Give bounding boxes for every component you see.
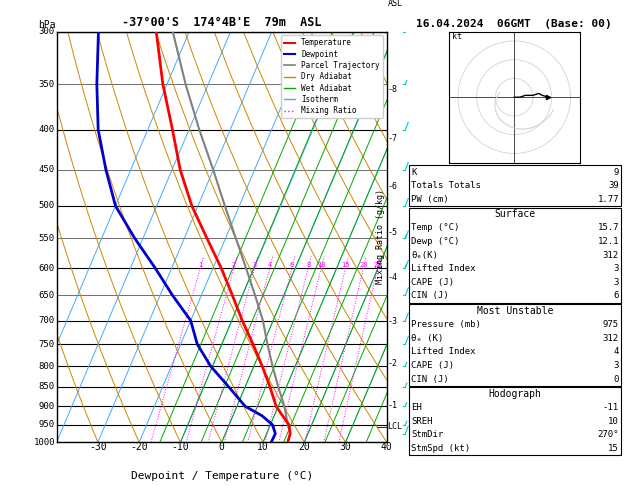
Text: Lifted Index: Lifted Index (411, 264, 476, 273)
Text: 3: 3 (613, 361, 619, 370)
Text: 950: 950 (39, 420, 55, 429)
Text: 16.04.2024  06GMT  (Base: 00): 16.04.2024 06GMT (Base: 00) (416, 19, 612, 29)
Text: 975: 975 (603, 320, 619, 329)
Text: CAPE (J): CAPE (J) (411, 278, 454, 287)
Text: -30: -30 (89, 442, 107, 452)
Text: 3: 3 (613, 278, 619, 287)
Text: 3: 3 (613, 264, 619, 273)
Text: Dewp (°C): Dewp (°C) (411, 237, 460, 246)
Text: 0: 0 (219, 442, 225, 452)
Text: -3: -3 (387, 316, 398, 326)
Text: SREH: SREH (411, 417, 433, 426)
Text: 30: 30 (340, 442, 352, 452)
Text: -37°00'S  174°4B'E  79m  ASL: -37°00'S 174°4B'E 79m ASL (122, 16, 321, 29)
Text: 9: 9 (613, 168, 619, 176)
Text: 350: 350 (39, 80, 55, 88)
Text: K: K (411, 168, 417, 176)
Text: -6: -6 (387, 182, 398, 191)
Text: 4: 4 (267, 262, 272, 268)
Text: km
ASL: km ASL (387, 0, 403, 8)
Text: θₑ (K): θₑ (K) (411, 334, 443, 343)
Text: Surface: Surface (494, 209, 536, 219)
Text: hPa: hPa (38, 20, 56, 30)
Text: -20: -20 (130, 442, 148, 452)
Text: Pressure (mb): Pressure (mb) (411, 320, 481, 329)
Text: -10: -10 (172, 442, 189, 452)
Text: Hodograph: Hodograph (489, 389, 542, 399)
Text: Totals Totals: Totals Totals (411, 181, 481, 190)
Text: -5: -5 (387, 228, 398, 237)
Text: 300: 300 (39, 27, 55, 36)
Text: -11: -11 (603, 403, 619, 412)
Text: 25: 25 (373, 262, 382, 268)
Text: 550: 550 (39, 234, 55, 243)
Text: 270°: 270° (598, 431, 619, 439)
Text: 20: 20 (359, 262, 368, 268)
Text: StmSpd (kt): StmSpd (kt) (411, 444, 470, 453)
Text: 1.77: 1.77 (598, 195, 619, 204)
Text: kt: kt (452, 32, 462, 41)
Text: -2: -2 (387, 360, 398, 368)
Text: 4: 4 (613, 347, 619, 356)
Text: 39: 39 (608, 181, 619, 190)
Text: 3: 3 (252, 262, 257, 268)
Text: Most Unstable: Most Unstable (477, 306, 554, 316)
Text: 700: 700 (39, 316, 55, 325)
Text: 6: 6 (290, 262, 294, 268)
Text: 10: 10 (317, 262, 325, 268)
Text: 40: 40 (381, 442, 392, 452)
Text: 650: 650 (39, 291, 55, 300)
Text: EH: EH (411, 403, 422, 412)
Text: -7: -7 (387, 134, 398, 143)
Text: -1: -1 (387, 401, 398, 410)
Text: 800: 800 (39, 362, 55, 371)
Text: Temp (°C): Temp (°C) (411, 224, 460, 232)
Text: -8: -8 (387, 86, 398, 94)
Text: 10: 10 (608, 417, 619, 426)
Text: 20: 20 (298, 442, 310, 452)
Text: Dewpoint / Temperature (°C): Dewpoint / Temperature (°C) (131, 471, 313, 482)
Text: 1000: 1000 (33, 438, 55, 447)
Text: 312: 312 (603, 251, 619, 260)
Text: © weatheronline.co.uk: © weatheronline.co.uk (458, 445, 571, 454)
Text: 2: 2 (231, 262, 236, 268)
Text: 500: 500 (39, 201, 55, 210)
Text: 400: 400 (39, 125, 55, 134)
Text: CIN (J): CIN (J) (411, 292, 449, 300)
Text: StmDir: StmDir (411, 431, 443, 439)
Text: 600: 600 (39, 263, 55, 273)
Text: 900: 900 (39, 402, 55, 411)
Text: 1: 1 (198, 262, 203, 268)
Text: 0: 0 (613, 375, 619, 383)
Text: 750: 750 (39, 340, 55, 348)
Text: 10: 10 (257, 442, 269, 452)
Text: -4: -4 (387, 273, 398, 282)
Text: 15.7: 15.7 (598, 224, 619, 232)
Text: 15: 15 (342, 262, 350, 268)
Text: θₑ(K): θₑ(K) (411, 251, 438, 260)
Legend: Temperature, Dewpoint, Parcel Trajectory, Dry Adiabat, Wet Adiabat, Isotherm, Mi: Temperature, Dewpoint, Parcel Trajectory… (281, 35, 383, 118)
Text: 850: 850 (39, 382, 55, 391)
Text: Lifted Index: Lifted Index (411, 347, 476, 356)
Text: CIN (J): CIN (J) (411, 375, 449, 383)
Text: 450: 450 (39, 165, 55, 174)
Text: CAPE (J): CAPE (J) (411, 361, 454, 370)
Text: 8: 8 (306, 262, 310, 268)
Text: 6: 6 (613, 292, 619, 300)
Text: 12.1: 12.1 (598, 237, 619, 246)
Text: PW (cm): PW (cm) (411, 195, 449, 204)
Text: Mixing Ratio (g/kg): Mixing Ratio (g/kg) (376, 190, 385, 284)
Text: LCL: LCL (387, 422, 403, 431)
Text: 15: 15 (608, 444, 619, 453)
Text: 312: 312 (603, 334, 619, 343)
